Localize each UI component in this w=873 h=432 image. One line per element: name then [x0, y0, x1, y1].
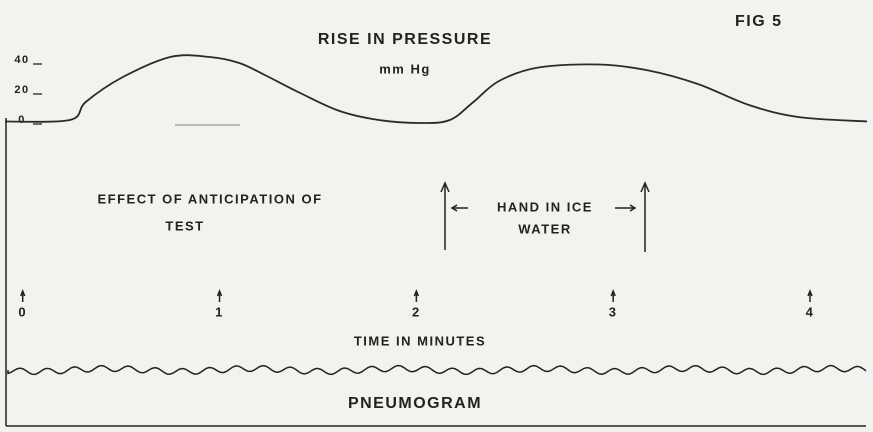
y-tick-label: 0 — [18, 114, 26, 126]
x-tick-label: 2 — [412, 304, 421, 319]
annotation: EFFECT OF ANTICIPATION OF — [97, 191, 322, 206]
chart-title: RISE IN PRESSURE — [318, 31, 492, 48]
x-tick — [216, 288, 223, 302]
x-axis-label: TIME IN MINUTES — [354, 333, 486, 348]
x-tick — [413, 288, 420, 302]
pressure-line — [4, 54, 868, 124]
ice-arrows — [440, 181, 650, 252]
x-tick-label: 3 — [609, 304, 618, 319]
chart-subtitle: mm Hg — [379, 61, 431, 76]
x-tick-label: 1 — [215, 304, 224, 319]
y-tick-label: 20 — [14, 84, 29, 96]
figure-label: FIG 5 — [735, 13, 783, 30]
annotation: WATER — [518, 221, 571, 236]
x-tick — [610, 288, 616, 302]
trace-label: PNEUMOGRAM — [348, 395, 482, 412]
annotation: TEST — [165, 218, 204, 233]
x-tick-label: 0 — [18, 304, 27, 319]
y-tick-label: 40 — [14, 54, 29, 66]
x-tick-label: 4 — [806, 304, 815, 319]
pneumogram-trace — [7, 364, 867, 376]
annotation: HAND IN ICE — [497, 199, 593, 214]
x-tick — [20, 288, 26, 302]
x-tick — [807, 288, 813, 302]
